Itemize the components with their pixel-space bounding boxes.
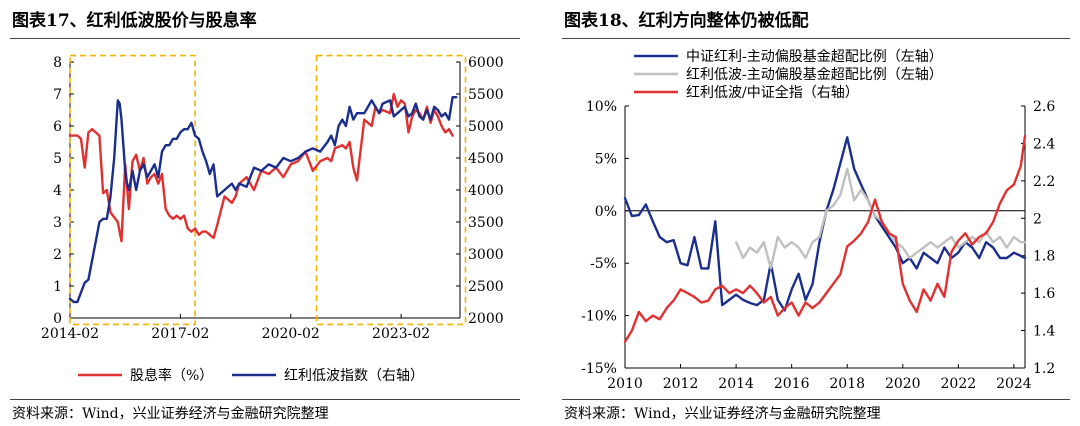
- x-tick-label: 2020-02: [262, 326, 320, 342]
- x-tick-label: 2012: [663, 376, 699, 392]
- y-left-tick-label: 1: [53, 279, 62, 295]
- y-left-tick-label: 5%: [595, 151, 617, 167]
- y-left-tick-label: 7: [53, 87, 62, 103]
- x-tick-label: 2017-02: [151, 326, 209, 342]
- y-left-tick-label: -15%: [581, 361, 617, 377]
- y-left-tick-label: 0%: [595, 204, 617, 220]
- x-tick-label: 2022: [941, 376, 977, 392]
- legend-label: 中证红利-主动偏股基金超配比例（左轴）: [686, 48, 943, 65]
- legend-label: 股息率（%）: [130, 367, 213, 384]
- x-tick-label: 2020: [885, 376, 921, 392]
- y-left-tick-label: -10%: [581, 309, 617, 325]
- left-title-rule: [10, 38, 520, 39]
- right-chart-panel: 图表18、红利方向整体仍被低配 -15% -10% -5% 0% 5% 10% 1.2 1.4…: [552, 0, 1080, 426]
- y-right-tick-label: 2000: [468, 311, 504, 327]
- y-right-tick-label: 1.4: [1033, 324, 1055, 340]
- y-right-tick-label: 4500: [468, 151, 504, 167]
- y-right-tick-label: 1.6: [1033, 286, 1055, 302]
- y-left-tick-label: 8: [53, 55, 62, 71]
- y-right-tick-label: 1.8: [1033, 249, 1055, 265]
- y-right-tick-label: 5000: [468, 119, 504, 135]
- left-source-rule: [10, 399, 520, 400]
- right-chart-title: 图表18、红利方向整体仍被低配: [564, 11, 809, 31]
- y-right-tick-label: 2.2: [1033, 174, 1055, 190]
- y-right-tick-label: 4000: [468, 183, 504, 199]
- y-right-tick-label: 2.6: [1033, 99, 1055, 115]
- highlight-box: [69, 54, 196, 326]
- series-line: [623, 136, 1027, 312]
- x-tick-label: 2016: [774, 376, 810, 392]
- y-right-tick-label: 2500: [468, 279, 504, 295]
- left-source-note: 资料来源：Wind，兴业证券经济与金融研究院整理: [12, 406, 329, 422]
- left-chart-panel: 图表17、红利低波股价与股息率 0 1 2 3 4 5 6 7 8 2000 2500 3000 350…: [0, 0, 530, 426]
- legend-label: 红利低波/中证全指（右轴）: [686, 84, 859, 101]
- y-right-tick-label: 3500: [468, 215, 504, 231]
- right-source-note: 资料来源：Wind，兴业证券经济与金融研究院整理: [564, 406, 881, 422]
- y-right-tick-label: 2: [1033, 211, 1042, 227]
- y-left-tick-label: 5: [53, 151, 62, 167]
- y-left-tick-label: 10%: [586, 99, 617, 115]
- highlight-box: [315, 54, 467, 326]
- y-right-tick-label: 5500: [468, 87, 504, 103]
- x-tick-label: 2018: [829, 376, 865, 392]
- y-right-tick-label: 2.4: [1033, 136, 1055, 152]
- y-right-tick-label: 6000: [468, 55, 504, 71]
- x-tick-label: 2024: [996, 376, 1032, 392]
- x-tick-label: 2023-02: [372, 326, 430, 342]
- x-tick-label: 2014: [718, 376, 754, 392]
- y-right-tick-label: 1.2: [1033, 361, 1055, 377]
- y-left-tick-label: 3: [53, 215, 62, 231]
- y-left-tick-label: 4: [53, 183, 62, 199]
- right-source-rule: [562, 399, 1070, 400]
- right-title-rule: [562, 38, 1070, 39]
- y-left-tick-label: 2: [53, 247, 62, 263]
- x-tick-label: 2014-02: [41, 326, 99, 342]
- right-chart-svg: -15% -10% -5% 0% 5% 10% 1.2 1.4 1.6 1.8 2 2.2 2.4 2.6…: [581, 48, 1055, 392]
- left-chart-svg: 0 1 2 3 4 5 6 7 8 2000 2500 3000 3500 4000 4500 5000 550…: [41, 54, 504, 384]
- legend-label: 红利低波指数（右轴）: [284, 368, 424, 384]
- y-left-tick-label: 0: [53, 311, 62, 327]
- y-left-tick-label: 6: [53, 119, 62, 135]
- series-line: [623, 134, 1027, 343]
- x-tick-label: 2010: [607, 376, 643, 392]
- series-line: [68, 95, 458, 304]
- y-right-tick-label: 3000: [468, 247, 504, 263]
- left-chart-title: 图表17、红利低波股价与股息率: [12, 11, 257, 31]
- y-left-tick-label: -5%: [590, 256, 617, 272]
- legend-label: 红利低波-主动偏股基金超配比例（左轴）: [686, 66, 943, 83]
